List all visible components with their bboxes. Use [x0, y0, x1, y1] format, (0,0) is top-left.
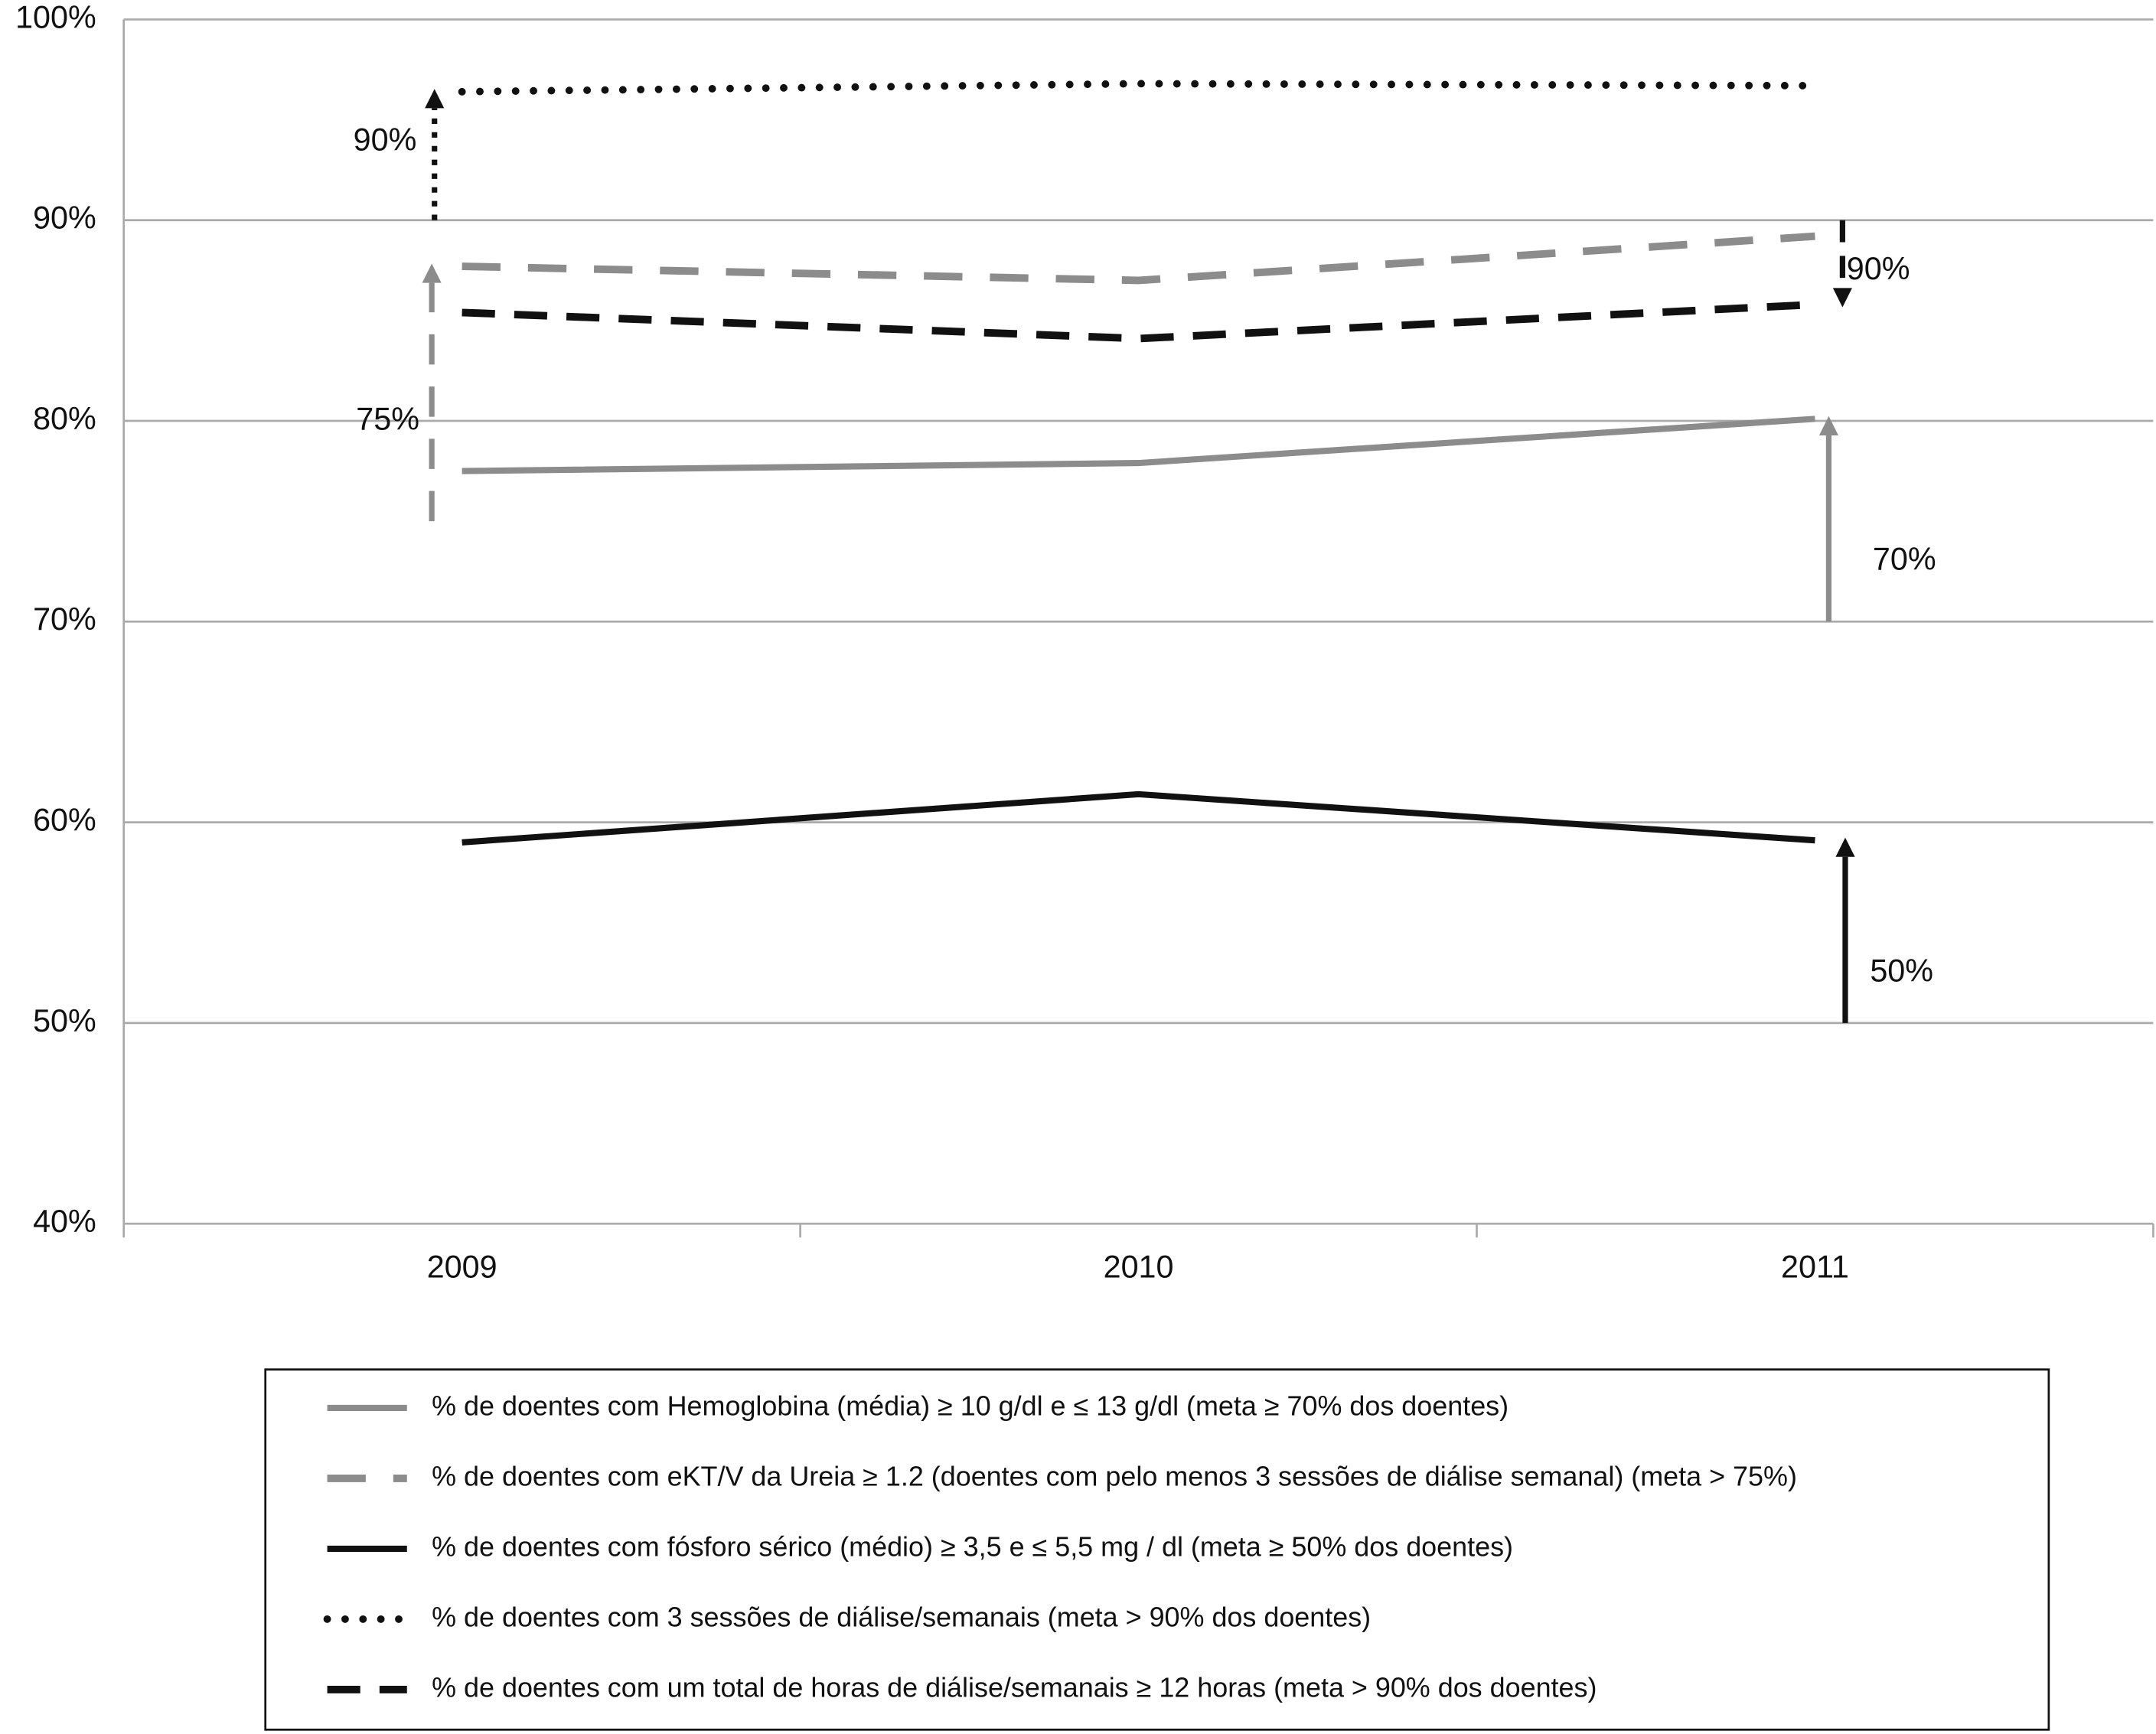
y-tick-label: 100%	[15, 0, 96, 34]
y-tick-label: 80%	[33, 401, 96, 436]
y-tick-label: 60%	[33, 803, 96, 838]
annotation-label: 75%	[356, 401, 419, 436]
annotation-label: 90%	[1847, 251, 1910, 286]
series-line	[462, 416, 1815, 474]
arrow-head	[1818, 416, 1838, 435]
series-line	[458, 80, 1819, 96]
annotation-label: 70%	[1873, 542, 1936, 577]
annotation-label: 50%	[1870, 953, 1933, 988]
legend-box	[264, 1368, 2050, 1731]
arrow-head	[1835, 837, 1855, 857]
arrow-head	[425, 89, 445, 109]
legend-label: % de doentes com Hemoglobina (média) ≥ 1…	[432, 1390, 1509, 1421]
legend-label: % de doentes com fósforo sérico (médio) …	[432, 1530, 1513, 1562]
x-tick-label: 2010	[1104, 1249, 1174, 1284]
y-tick-label: 90%	[33, 200, 96, 236]
series-line	[462, 790, 1815, 846]
y-tick-label: 70%	[33, 601, 96, 637]
arrow-head	[422, 263, 442, 283]
legend-label: % de doentes com um total de horas de di…	[432, 1671, 1597, 1703]
x-tick-label: 2011	[1781, 1249, 1849, 1284]
x-tick-label: 2009	[427, 1249, 497, 1284]
legend-label: % de doentes com 3 sessões de diálise/se…	[432, 1601, 1371, 1632]
annotation-label: 90%	[354, 122, 417, 158]
y-tick-label: 50%	[33, 1003, 96, 1038]
arrow-head	[1832, 288, 1852, 308]
series-line	[462, 300, 1815, 343]
y-tick-label: 40%	[33, 1204, 96, 1239]
legend-label: % de doentes com eKT/V da Ureia ≥ 1.2 (d…	[432, 1460, 1797, 1491]
series-line	[462, 232, 1815, 285]
